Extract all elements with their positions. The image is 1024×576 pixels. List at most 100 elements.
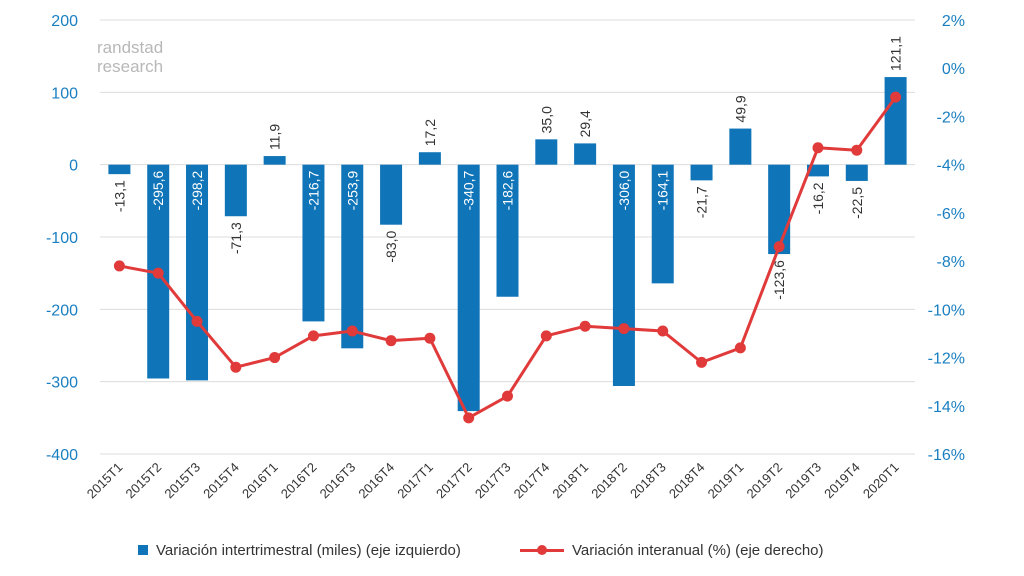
watermark: randstad research <box>97 38 163 76</box>
left-tick-label: 200 <box>51 13 78 30</box>
bar-data-label: -164,1 <box>655 170 671 210</box>
bar-data-label: 35,0 <box>538 106 554 133</box>
x-tick-label: 2019T2 <box>744 460 786 502</box>
x-tick-label: 2018T2 <box>588 460 630 502</box>
bar <box>768 164 791 255</box>
bar <box>496 164 519 297</box>
bar-data-label: 29,4 <box>577 110 593 137</box>
left-tick-label: -200 <box>46 302 78 319</box>
x-tick-label: 2016T1 <box>239 460 281 502</box>
bar-data-label: -22,5 <box>849 187 865 219</box>
right-tick-label: 0% <box>942 61 965 78</box>
line-point <box>812 142 824 154</box>
bar-series <box>108 77 907 412</box>
line-point <box>191 315 203 327</box>
x-tick-label: 2017T1 <box>394 460 436 502</box>
bar-data-label: 121,1 <box>888 36 904 71</box>
bar <box>690 164 713 181</box>
x-tick-label: 2017T2 <box>433 460 475 502</box>
legend-bar-label: Variación intertrimestral (miles) (eje i… <box>156 541 461 559</box>
line-point <box>424 332 436 344</box>
left-tick-label: -300 <box>46 375 78 392</box>
line-point <box>269 352 281 364</box>
bar <box>806 164 829 177</box>
x-tick-label: 2015T2 <box>123 460 165 502</box>
line-point <box>307 330 319 342</box>
left-tick-label: -400 <box>46 447 78 464</box>
line-point <box>113 260 125 272</box>
bar-data-label: -298,2 <box>189 170 205 210</box>
line-point <box>696 356 708 368</box>
bar-data-labels: -13,1 -295,6 -298,2 -71,3 11,9 -216,7 -253,9 -8… <box>111 36 903 300</box>
x-axis-ticks: 2015T12015T22015T32015T42016T12016T22016… <box>84 460 902 502</box>
x-tick-label: 2015T1 <box>84 460 126 502</box>
bar-data-label: -71,3 <box>228 222 244 254</box>
bar <box>535 139 558 165</box>
bar-data-label: -216,7 <box>305 170 321 210</box>
bar-data-label: 11,9 <box>267 124 283 150</box>
legend-item-bars: Variación intertrimestral (miles) (eje i… <box>138 538 461 562</box>
x-tick-label: 2016T4 <box>355 460 397 502</box>
x-tick-label: 2016T3 <box>317 460 359 502</box>
legend-bar-swatch <box>138 545 148 555</box>
bar-data-label: -83,0 <box>383 231 399 263</box>
line-point <box>851 144 863 156</box>
left-tick-label: -100 <box>46 230 78 247</box>
bar <box>418 152 441 165</box>
line-point <box>618 323 630 335</box>
bar-data-label: -306,0 <box>616 170 632 210</box>
right-tick-label: -8% <box>937 254 965 271</box>
bar-data-label: -182,6 <box>500 170 516 210</box>
legend-line-swatch <box>520 544 564 556</box>
bar-data-label: -16,2 <box>810 182 826 214</box>
bar <box>574 143 597 165</box>
legend: Variación intertrimestral (miles) (eje i… <box>0 538 1024 566</box>
x-tick-label: 2018T4 <box>666 460 708 502</box>
line-point <box>230 361 242 373</box>
line-point <box>346 325 358 337</box>
bar <box>341 164 364 349</box>
x-tick-label: 2019T1 <box>705 460 747 502</box>
right-tick-label: -16% <box>928 447 965 464</box>
right-tick-label: -14% <box>928 399 965 416</box>
bar-data-label: -295,6 <box>150 170 166 210</box>
bar-data-label: -340,7 <box>461 170 477 210</box>
line-point <box>773 241 785 253</box>
combo-chart: 200 100 0 -100 -200 -300 -400 2% 0% -2% -4% -6% -8%… <box>46 13 965 502</box>
right-tick-label: 2% <box>942 13 965 30</box>
right-tick-label: -6% <box>937 206 965 223</box>
bar-data-label: -123,6 <box>771 260 787 300</box>
bar <box>729 128 752 165</box>
line-point <box>734 342 746 354</box>
right-tick-label: -12% <box>928 351 965 368</box>
left-tick-label: 100 <box>51 85 78 102</box>
bar-data-label: 17,2 <box>422 119 438 146</box>
legend-line-label: Variación interanual (%) (eje derecho) <box>572 541 824 559</box>
bar-data-label: -253,9 <box>344 170 360 210</box>
right-tick-label: -2% <box>937 109 965 126</box>
x-tick-label: 2019T3 <box>782 460 824 502</box>
bar <box>380 164 403 225</box>
x-tick-label: 2018T1 <box>549 460 591 502</box>
bar <box>845 164 868 181</box>
bar-data-label: -13,1 <box>111 180 127 212</box>
line-point <box>890 91 902 103</box>
bar <box>457 164 480 412</box>
x-tick-label: 2015T4 <box>200 460 242 502</box>
x-tick-label: 2017T4 <box>511 460 553 502</box>
bar <box>612 164 635 387</box>
watermark-line2: research <box>97 57 163 76</box>
line-point <box>385 335 397 347</box>
bar <box>224 164 247 217</box>
right-axis-ticks: 2% 0% -2% -4% -6% -8% -10% -12% -14% -16% <box>928 13 965 464</box>
line-point <box>502 390 513 402</box>
line-point <box>579 320 591 332</box>
bar <box>263 156 286 165</box>
watermark-line1: randstad <box>97 38 163 57</box>
line-point <box>463 412 475 424</box>
left-tick-label: 0 <box>69 158 78 175</box>
bar-data-label: -21,7 <box>694 186 710 218</box>
bar <box>651 164 674 284</box>
line-point <box>657 325 669 337</box>
line-point <box>540 330 552 342</box>
